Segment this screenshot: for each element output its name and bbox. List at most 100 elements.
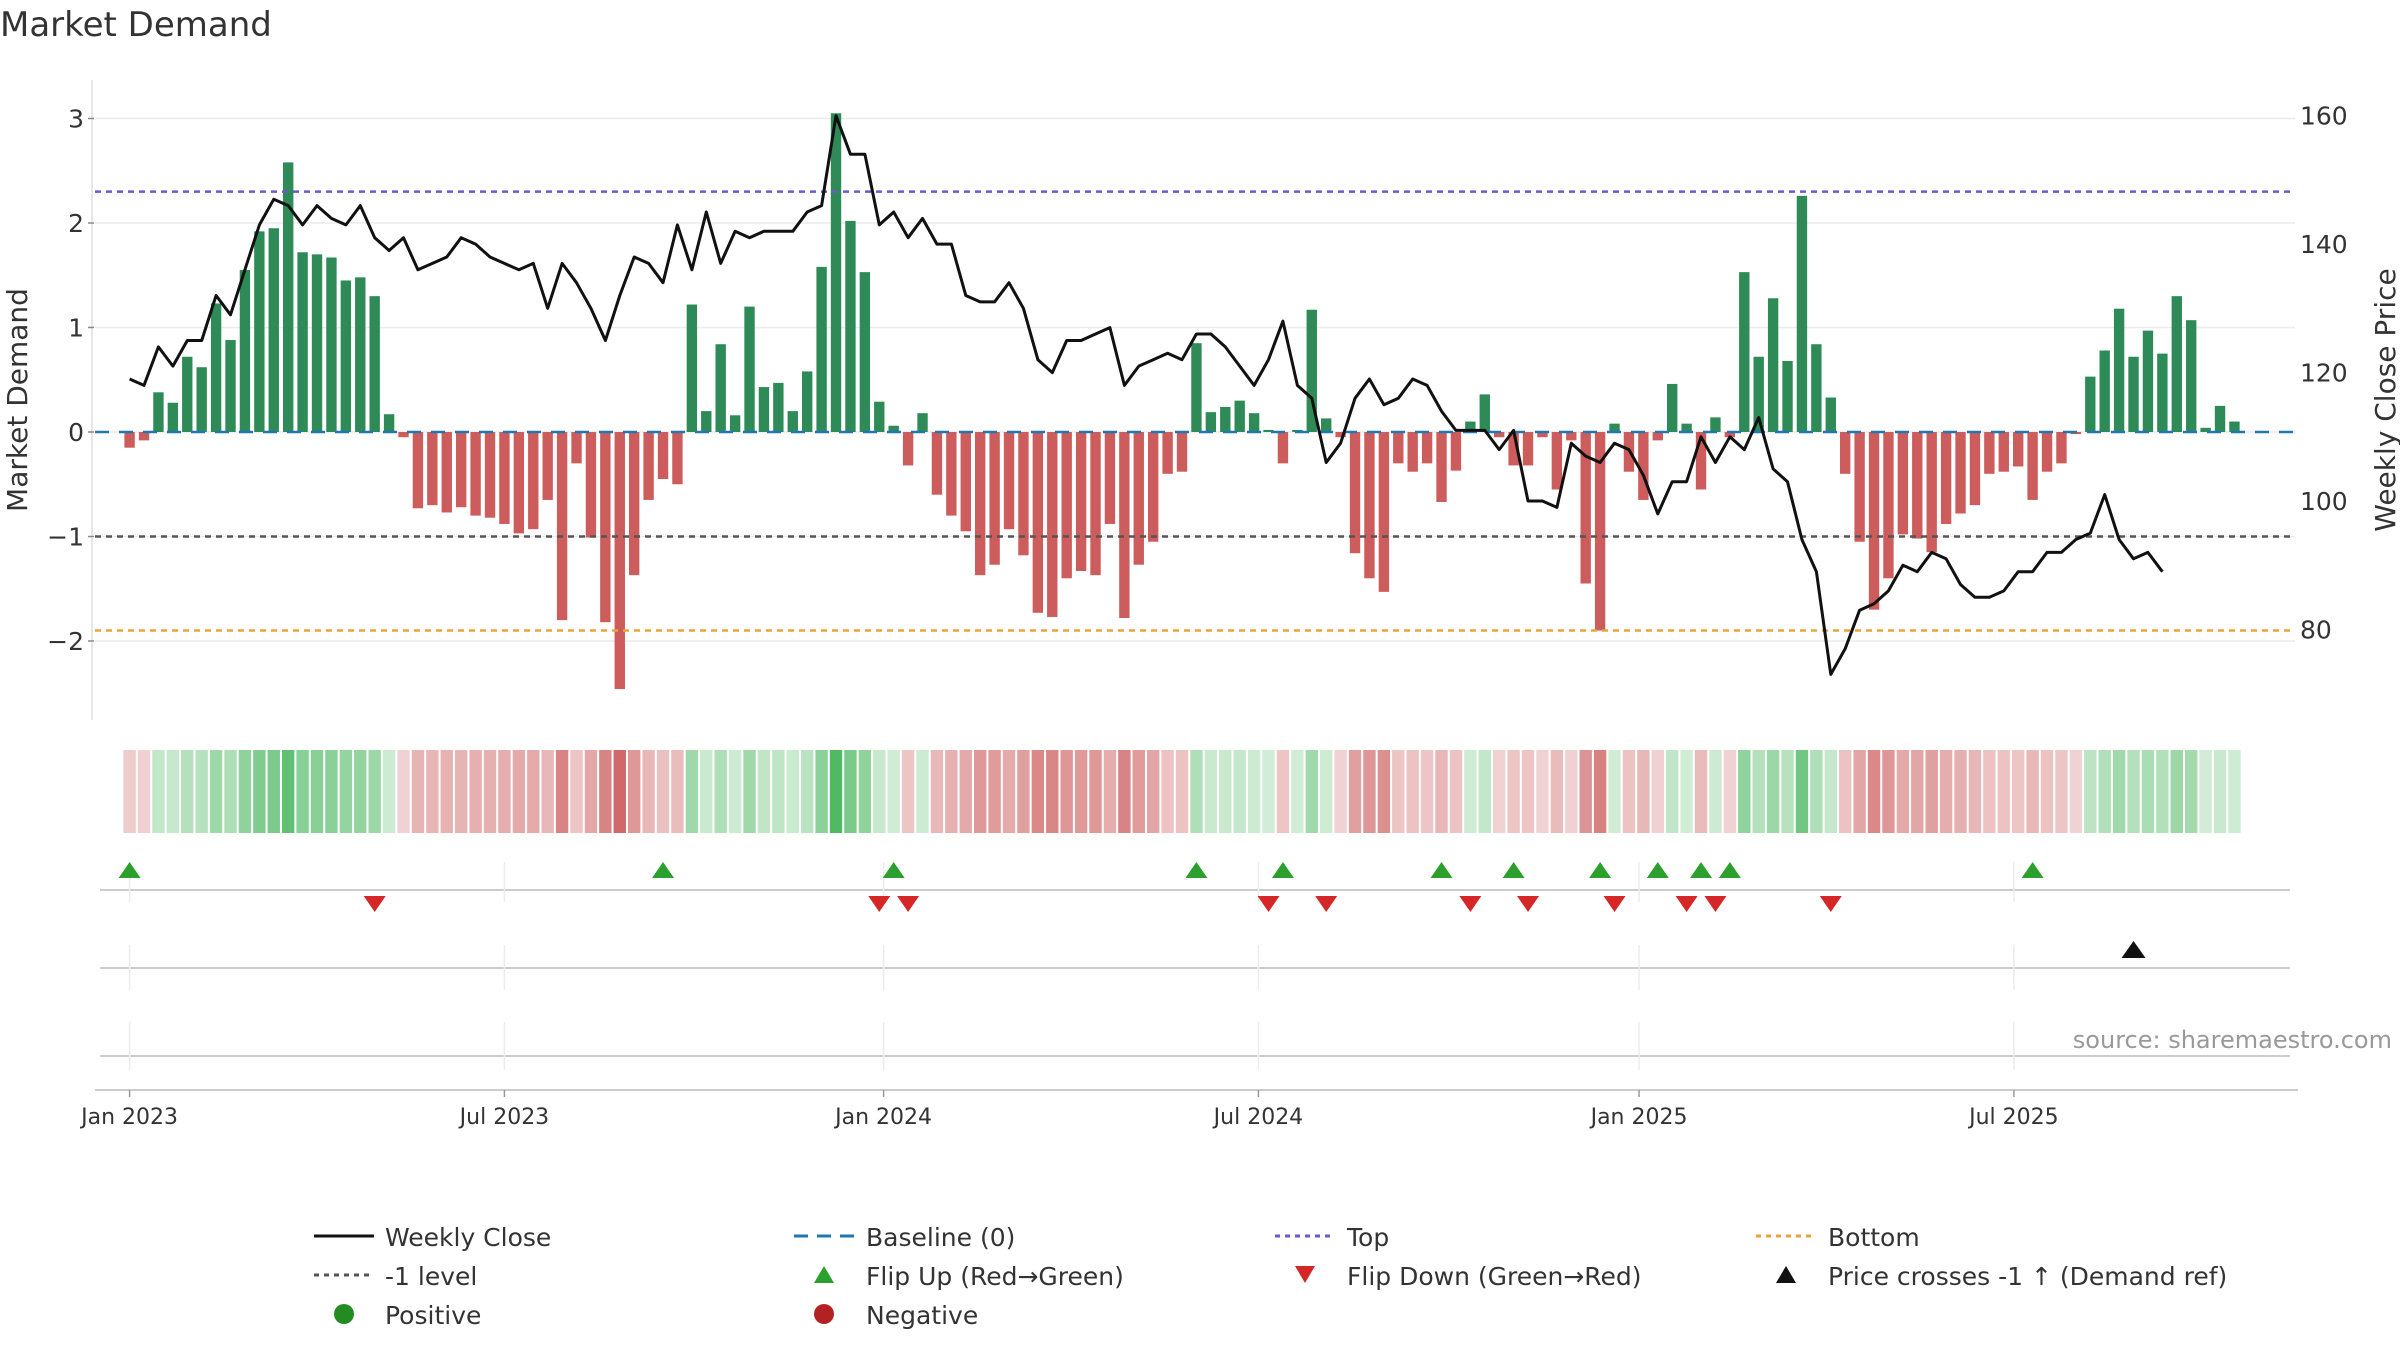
legend-price-cross: Price crosses -1 ↑ (Demand ref) — [1828, 1262, 2227, 1291]
strip-cell — [1363, 750, 1376, 833]
y-tick-label: −2 — [47, 627, 84, 656]
chart-title: Market Demand — [0, 5, 272, 45]
y-tick-label: −1 — [47, 523, 84, 552]
strip-cell — [498, 750, 511, 833]
y-axis-label: Market Demand — [1, 288, 34, 512]
strip-cell — [700, 750, 713, 833]
demand-bar — [902, 432, 914, 466]
strip-cell — [1377, 750, 1391, 833]
y2-tick-label: 80 — [2300, 615, 2332, 644]
strip-cell — [2170, 750, 2183, 833]
strip-cell — [2112, 750, 2126, 833]
y-tick-label: 3 — [68, 105, 84, 134]
strip-cell — [1204, 750, 1218, 833]
demand-bar — [1306, 309, 1317, 432]
strip-cell — [181, 750, 194, 833]
strip-cell — [469, 750, 482, 833]
y-tick-label: 2 — [68, 209, 84, 238]
strip-cell — [757, 750, 771, 833]
strip-cell — [354, 750, 367, 833]
strip-cell — [570, 750, 583, 833]
strip-cell — [1305, 750, 1318, 833]
demand-bar — [1321, 418, 1332, 432]
flip-up-marker — [652, 862, 675, 878]
demand-bar — [1436, 432, 1447, 503]
x-tick-label: Jul 2023 — [458, 1105, 550, 1130]
demand-bar — [1854, 432, 1865, 542]
demand-bar — [1407, 432, 1418, 472]
strip-cell — [1464, 750, 1477, 833]
flip-down-marker — [1704, 896, 1727, 912]
demand-bar — [1162, 432, 1173, 474]
demand-bar — [1450, 432, 1462, 471]
strip-cell — [584, 750, 598, 833]
strip-cell — [1132, 750, 1145, 833]
demand-bar — [282, 162, 294, 432]
strip-cell — [209, 750, 223, 833]
demand-bar — [874, 401, 885, 432]
y2-tick-label: 100 — [2300, 487, 2348, 516]
demand-bar — [729, 415, 741, 432]
strip-cell — [267, 750, 280, 833]
strip-cell — [1608, 750, 1621, 833]
strip-cell — [1478, 750, 1491, 833]
strip-cell — [1406, 750, 1419, 833]
demand-bar — [1984, 432, 1995, 474]
demand-bar — [1825, 397, 1836, 432]
flip-up-marker — [882, 862, 905, 878]
legend-positive-dot-icon — [334, 1304, 354, 1324]
flip-markers — [95, 862, 2298, 1091]
demand-bar — [801, 371, 813, 432]
demand-bar — [196, 367, 207, 432]
demand-bar — [773, 382, 784, 432]
demand-bar — [686, 304, 698, 432]
strip-cell — [613, 750, 626, 833]
demand-bar — [1739, 272, 1750, 432]
strip-cell — [152, 750, 165, 833]
legend: Weekly Close Baseline (0) Top Bottom -1 … — [314, 1223, 2227, 1330]
strip-cell — [1319, 750, 1333, 833]
demand-bar — [1537, 432, 1548, 438]
strip-cell — [123, 750, 136, 833]
legend-negative-dot-icon — [814, 1304, 834, 1324]
strip-cell — [253, 750, 266, 833]
strip-cell — [1911, 750, 1924, 833]
strip-cell — [339, 750, 353, 833]
flip-up-marker — [118, 862, 141, 878]
strip-cell — [829, 750, 843, 833]
y2-axis-label: Weekly Close Price — [2369, 268, 2400, 531]
demand-bar — [1205, 412, 1217, 432]
strip-cell — [1824, 750, 1837, 833]
demand-bar — [744, 306, 755, 432]
strip-cell — [945, 750, 958, 833]
demand-bar — [2128, 356, 2139, 432]
demand-bar — [787, 411, 798, 432]
flip-up-marker — [1589, 862, 1612, 878]
strip-cell — [1997, 750, 2010, 833]
strip-cell — [1651, 750, 1664, 833]
strip-cell — [1031, 750, 1045, 833]
demand-bar — [1421, 432, 1433, 464]
demand-bar — [124, 432, 135, 448]
reference-lines — [95, 190, 2295, 632]
strip-cell — [1233, 750, 1246, 833]
strip-cell — [1046, 750, 1059, 833]
demand-bar — [1494, 432, 1505, 438]
strip-cell — [1550, 750, 1564, 833]
demand-bar — [326, 257, 337, 432]
legend-price-cross-icon — [1776, 1266, 1796, 1283]
demand-bar — [441, 432, 452, 513]
strip-cell — [2098, 750, 2111, 833]
strip-cell — [1435, 750, 1448, 833]
demand-bar — [1335, 432, 1346, 438]
strip-cell — [1492, 750, 1506, 833]
demand-bar — [1652, 432, 1663, 441]
flip-up-marker — [1185, 862, 1208, 878]
demand-bar — [657, 432, 669, 480]
y2-tick-label: 120 — [2300, 359, 2348, 388]
strip-cell — [1968, 750, 1982, 833]
strip-cell — [1867, 750, 1881, 833]
strip-cell — [483, 750, 497, 833]
x-tick-label: Jan 2024 — [833, 1105, 932, 1130]
demand-bar — [1710, 417, 1721, 432]
